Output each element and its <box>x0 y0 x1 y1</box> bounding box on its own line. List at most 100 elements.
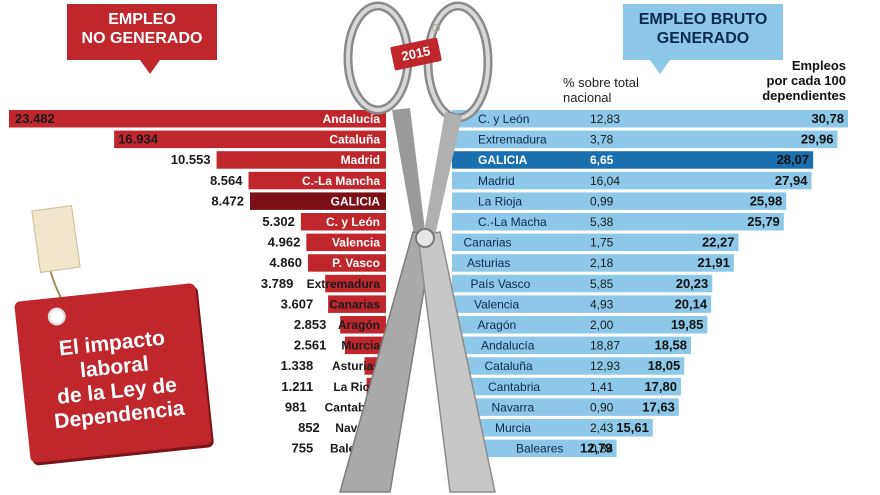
left-bar <box>114 130 386 149</box>
right-bar <box>452 316 708 334</box>
left-value-label: 1.338 <box>281 358 314 373</box>
right-bar <box>452 171 812 190</box>
emp-header-line3: dependientes <box>762 88 846 103</box>
right-bar <box>452 192 787 210</box>
left-value-label: 3.789 <box>261 276 294 291</box>
left-value-label: 8.564 <box>210 173 243 188</box>
left-category-label: P. Vasco <box>332 256 380 270</box>
right-value-label: 18,05 <box>648 358 681 373</box>
right-pct-label: 12,93 <box>590 359 620 373</box>
right-category-label: GALICIA <box>478 153 528 167</box>
left-bar <box>216 151 386 169</box>
right-bar <box>452 439 617 458</box>
right-bar <box>452 151 814 169</box>
right-value-label: 15,61 <box>616 420 649 435</box>
right-category-label: C.-La Macha <box>478 215 547 229</box>
right-category-label: Asturias <box>467 256 510 270</box>
left-bar <box>248 171 386 190</box>
left-category-label: Cataluña <box>329 133 380 147</box>
right-category-label: Valencia <box>474 297 519 311</box>
right-category-label: Cantabria <box>488 380 540 394</box>
right-pct-label: 0,84 <box>590 442 614 456</box>
right-category-label: País Vasco <box>471 277 531 291</box>
header-left-line1: EMPLEO <box>108 11 176 28</box>
left-value-label: 16.934 <box>118 132 159 147</box>
left-bar-group: Andalucía 23.482 Cataluña 16.934 Madrid 10.55… <box>9 110 386 458</box>
right-category-label: Aragón <box>478 318 517 332</box>
left-value-label: 852 <box>298 420 320 435</box>
right-bar <box>452 274 713 293</box>
right-bar <box>452 130 838 149</box>
right-value-label: 25,98 <box>750 193 783 208</box>
right-value-label: 22,27 <box>702 235 735 250</box>
right-value-label: 18,58 <box>654 338 687 353</box>
right-pct-label: 18,87 <box>590 339 620 353</box>
left-category-label: Madrid <box>341 153 380 167</box>
left-header-pointer <box>140 60 160 74</box>
right-pct-label: 0,90 <box>590 400 614 414</box>
left-category-label: Andalucía <box>323 112 381 126</box>
left-value-label: 755 <box>291 441 313 456</box>
left-category-label: GALICIA <box>331 194 381 208</box>
right-bar <box>452 419 653 437</box>
right-value-label: 17,63 <box>642 399 675 414</box>
emp-header-line2: por cada 100 <box>766 73 847 88</box>
right-category-label: Madrid <box>478 174 515 188</box>
right-value-label: 12,79 <box>580 441 613 456</box>
right-pct-label: 6,65 <box>590 153 614 167</box>
left-bar <box>300 213 386 231</box>
right-pct-label: 4,93 <box>590 297 614 311</box>
emp-header-line1: Empleos <box>791 58 846 73</box>
left-bar <box>249 192 386 210</box>
right-pct-label: 1,75 <box>590 236 614 250</box>
left-value-label: 4.860 <box>269 255 302 270</box>
left-bar <box>9 110 386 128</box>
left-value-label: 8.472 <box>211 193 244 208</box>
right-bar-group: C. y León 12,83 30,78 Extremadura 3,78 29,96 G… <box>452 110 848 458</box>
left-category-label: Asturias <box>332 359 380 373</box>
right-bar <box>452 110 848 128</box>
right-value-label: 27,94 <box>775 173 808 188</box>
right-value-label: 17,80 <box>644 379 677 394</box>
right-category-label: Murcia <box>495 421 531 435</box>
left-value-label: 23.482 <box>15 111 55 126</box>
right-pct-label: 5,85 <box>590 277 614 291</box>
right-category-label: Baleares <box>516 442 563 456</box>
employment-column-header: Empleos por cada 100 dependientes <box>740 58 846 103</box>
right-pct-label: 2,43 <box>590 421 614 435</box>
left-value-label: 10.553 <box>171 152 211 167</box>
pct-column-header: % sobre total nacional <box>563 75 653 105</box>
left-bar <box>307 254 386 272</box>
year-tag-hole-icon <box>432 24 440 32</box>
note-tag-icon <box>31 204 81 274</box>
right-category-label: Andalucía <box>481 339 535 353</box>
left-bar <box>344 336 386 355</box>
right-bar <box>452 398 679 416</box>
left-value-label: 1.211 <box>281 379 313 394</box>
header-right-line1: EMPLEO BRUTO <box>638 11 768 28</box>
left-value-label: 4.962 <box>268 235 301 250</box>
note-card-icon: El impacto laboral de la Ley de Dependen… <box>14 282 212 464</box>
right-header-pointer <box>650 60 670 74</box>
right-value-label: 29,96 <box>801 132 834 147</box>
pct-header-line1: % sobre total <box>563 75 639 90</box>
note-text: El impacto laboral de la Ley de Dependen… <box>36 324 195 435</box>
left-category-label: C.-La Mancha <box>302 174 380 188</box>
left-category-label: Canarias <box>329 297 380 311</box>
right-category-label: La Rioja <box>478 194 522 208</box>
right-bar <box>452 213 784 231</box>
left-category-label: C. y León <box>326 215 380 229</box>
left-category-label: Valencia <box>332 236 380 250</box>
right-pct-label: 5,38 <box>590 215 614 229</box>
right-category-label: Navarra <box>492 400 535 414</box>
left-value-label: 2.853 <box>294 317 327 332</box>
right-value-label: 20,23 <box>676 276 709 291</box>
right-pct-label: 16,04 <box>590 174 620 188</box>
left-value-label: 5.302 <box>262 214 295 229</box>
left-bar <box>328 295 386 313</box>
right-value-label: 21,91 <box>697 255 730 270</box>
right-bar <box>452 377 682 396</box>
left-bar <box>340 316 386 334</box>
left-bar <box>306 233 386 252</box>
